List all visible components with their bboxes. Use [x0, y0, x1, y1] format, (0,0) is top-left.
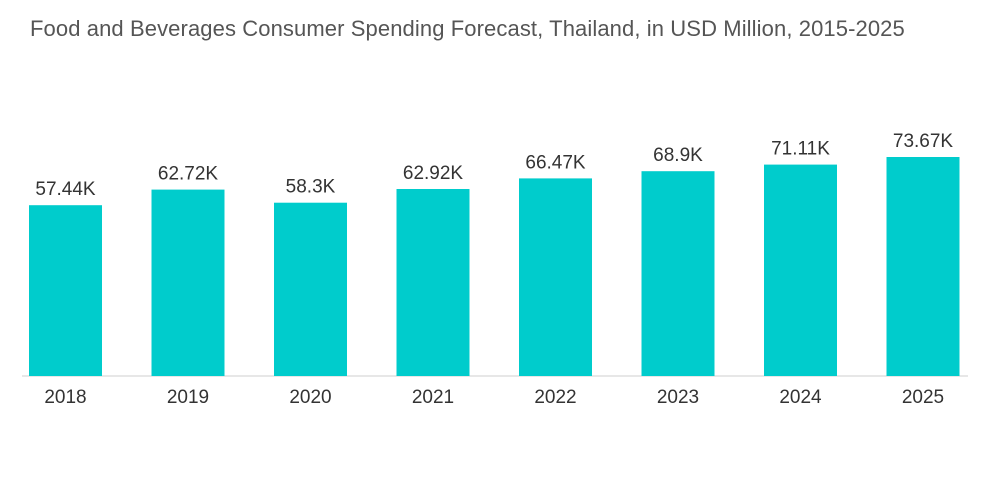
x-tick-labels-group: 2018 2019 2020 2021 2022 2023 2024 2025: [44, 387, 944, 408]
x-tick-label-2024: 2024: [779, 387, 822, 408]
data-label-2023: 68.9K: [653, 145, 703, 166]
x-tick-label-2023: 2023: [657, 387, 699, 408]
data-label-2025: 73.67K: [893, 131, 954, 152]
bar-2019: [151, 189, 225, 376]
x-tick-label-2018: 2018: [44, 387, 86, 408]
data-label-2019: 62.72K: [158, 164, 219, 185]
bar-2020: [274, 202, 347, 376]
data-label-2022: 66.47K: [525, 152, 586, 173]
x-tick-label-2019: 2019: [167, 387, 209, 408]
chart-title: Food and Beverages Consumer Spending For…: [30, 16, 905, 41]
bar-2024: [764, 164, 837, 376]
data-label-2020: 58.3K: [286, 177, 336, 198]
data-label-2018: 57.44K: [35, 179, 96, 200]
data-labels-group: 57.44K 62.72K 58.3K 62.92K 66.47K 68.9K 71.11K…: [35, 131, 953, 200]
x-tick-label-2020: 2020: [289, 387, 331, 408]
bar-2023: [641, 171, 715, 376]
x-tick-label-2025: 2025: [902, 387, 944, 408]
bar-2018: [29, 205, 102, 376]
bar-2025: [886, 157, 960, 376]
data-label-2021: 62.92K: [403, 163, 464, 184]
bar-2022: [519, 178, 592, 376]
bars-group: [29, 157, 960, 376]
x-tick-label-2021: 2021: [412, 387, 454, 408]
x-tick-label-2022: 2022: [534, 387, 576, 408]
bar-2021: [396, 189, 470, 376]
data-label-2024: 71.11K: [771, 139, 830, 160]
